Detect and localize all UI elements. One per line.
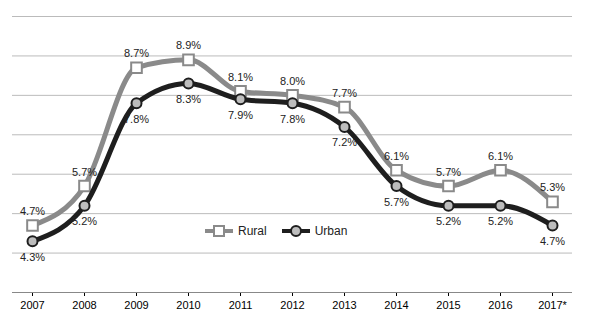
svg-text:8.7%: 8.7% xyxy=(124,47,149,59)
svg-text:7.8%: 7.8% xyxy=(124,113,149,125)
svg-text:2017*: 2017* xyxy=(538,299,567,311)
html-text:Urban: Urban xyxy=(314,224,348,238)
svg-text:2014: 2014 xyxy=(384,299,408,311)
svg-text:8.0%: 8.0% xyxy=(280,75,305,87)
svg-text:7.8%: 7.8% xyxy=(280,113,305,125)
svg-text:7.2%: 7.2% xyxy=(332,136,357,148)
svg-text:2008: 2008 xyxy=(72,299,96,311)
svg-text:7.9%: 7.9% xyxy=(228,109,253,121)
svg-text:2016: 2016 xyxy=(488,299,512,311)
svg-text:2013: 2013 xyxy=(332,299,356,311)
svg-text:5.2%: 5.2% xyxy=(72,215,97,227)
svg-text:2011: 2011 xyxy=(229,299,253,311)
svg-text:8.3%: 8.3% xyxy=(176,93,201,105)
svg-text:2015: 2015 xyxy=(436,299,460,311)
svg-text:4.7%: 4.7% xyxy=(540,235,565,247)
svg-text:7.7%: 7.7% xyxy=(332,87,357,99)
svg-text:6.1%: 6.1% xyxy=(384,150,409,162)
svg-text:2010: 2010 xyxy=(176,299,200,311)
svg-text:5.7%: 5.7% xyxy=(72,166,97,178)
svg-text:2012: 2012 xyxy=(280,299,304,311)
svg-text:8.9%: 8.9% xyxy=(176,39,201,51)
svg-text:8.1%: 8.1% xyxy=(228,71,253,83)
svg-text:5.7%: 5.7% xyxy=(384,196,409,208)
svg-text:5.3%: 5.3% xyxy=(540,181,565,193)
svg-text:4.3%: 4.3% xyxy=(20,251,45,263)
svg-text:2007: 2007 xyxy=(20,299,44,311)
svg-text:6.1%: 6.1% xyxy=(488,150,513,162)
html-text:Rural: Rural xyxy=(238,224,267,238)
svg-text:2009: 2009 xyxy=(124,299,148,311)
svg-text:5.2%: 5.2% xyxy=(488,215,513,227)
svg-text:5.7%: 5.7% xyxy=(436,166,461,178)
svg-text:4.7%: 4.7% xyxy=(20,205,45,217)
svg-text:5.2%: 5.2% xyxy=(436,215,461,227)
